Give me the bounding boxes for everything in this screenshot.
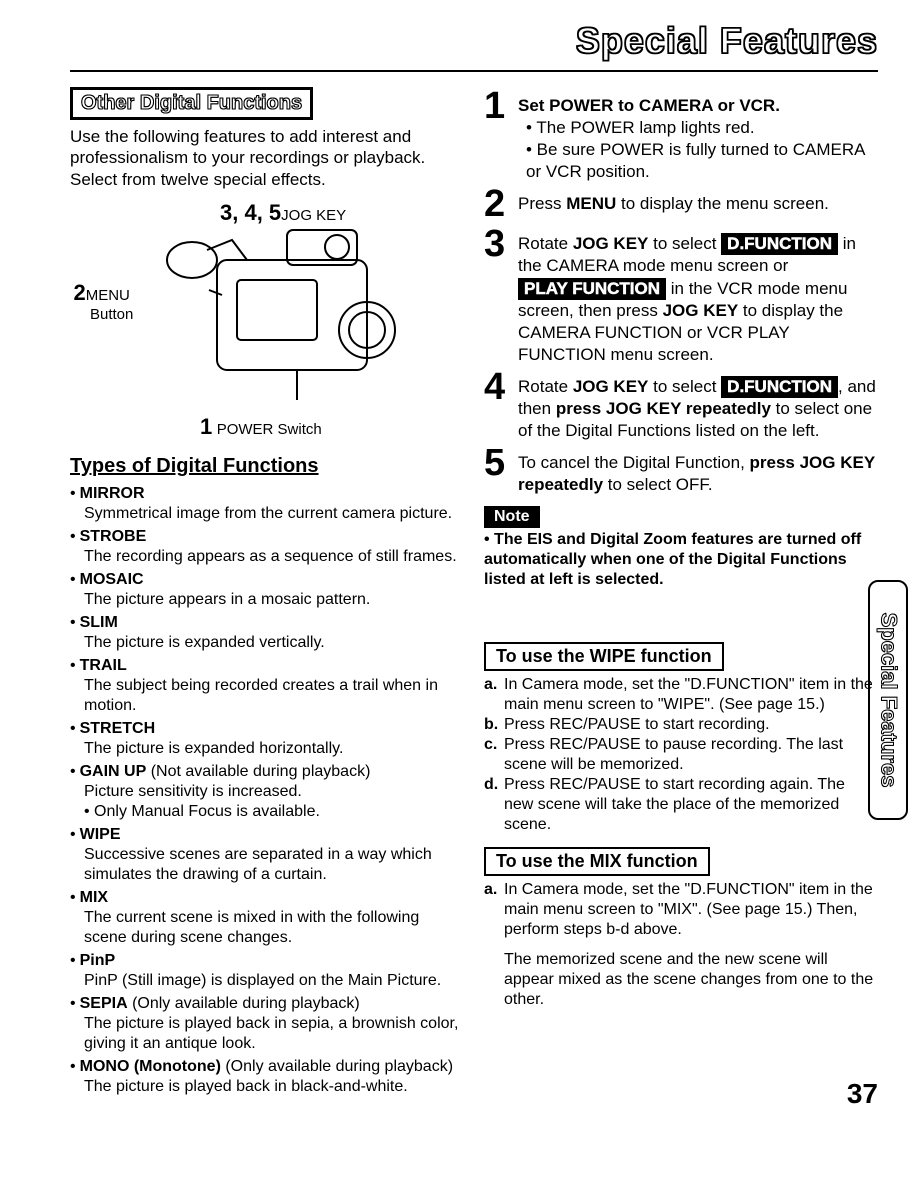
function-item: •GAIN UP (Not available during playback)… bbox=[70, 762, 464, 822]
step-1: 1 Set POWER to CAMERA or VCR. • The POWE… bbox=[484, 87, 878, 183]
mix-steps: a.In Camera mode, set the "D.FUNCTION" i… bbox=[484, 880, 878, 1010]
wipe-steps: a.In Camera mode, set the "D.FUNCTION" i… bbox=[484, 675, 878, 835]
function-item: •MIRRORSymmetrical image from the curren… bbox=[70, 484, 464, 524]
step-5: 5 To cancel the Digital Function, press … bbox=[484, 444, 878, 496]
diagram-top-label: 3, 4, 5JOG KEY bbox=[220, 200, 346, 226]
note-body: • The EIS and Digital Zoom features are … bbox=[484, 530, 878, 590]
right-column: 1 Set POWER to CAMERA or VCR. • The POWE… bbox=[484, 87, 878, 1100]
intro-text: Use the following features to add intere… bbox=[70, 126, 464, 190]
function-item: •STROBEThe recording appears as a sequen… bbox=[70, 527, 464, 567]
function-item: •MIXThe current scene is mixed in with t… bbox=[70, 888, 464, 948]
page-header: Special Features bbox=[70, 20, 878, 72]
side-tab: Special Features bbox=[868, 580, 908, 820]
function-item: •STRETCHThe picture is expanded horizont… bbox=[70, 719, 464, 759]
function-item: •MONO (Monotone) (Only available during … bbox=[70, 1057, 464, 1097]
section-box: Other Digital Functions bbox=[70, 87, 313, 120]
page-title: Special Features bbox=[576, 20, 878, 61]
wipe-box: To use the WIPE function bbox=[484, 642, 724, 671]
function-item: •MOSAICThe picture appears in a mosaic p… bbox=[70, 570, 464, 610]
function-item: •SLIMThe picture is expanded vertically. bbox=[70, 613, 464, 653]
function-item: •SEPIA (Only available during playback)T… bbox=[70, 994, 464, 1054]
camera-icon bbox=[137, 200, 397, 400]
step-3: 3 Rotate JOG KEY to select D.FUNCTION in… bbox=[484, 225, 878, 366]
step-list: 1 Set POWER to CAMERA or VCR. • The POWE… bbox=[484, 87, 878, 496]
function-list: •MIRRORSymmetrical image from the curren… bbox=[70, 484, 464, 1097]
function-item: •WIPESuccessive scenes are separated in … bbox=[70, 825, 464, 885]
diagram-left-label: 2MENU Button bbox=[70, 280, 133, 324]
section-title: Other Digital Functions bbox=[81, 92, 302, 114]
page-number: 37 bbox=[847, 1078, 878, 1110]
function-item: •PinPPinP (Still image) is displayed on … bbox=[70, 951, 464, 991]
left-column: Other Digital Functions Use the followin… bbox=[70, 87, 464, 1100]
content-columns: Other Digital Functions Use the followin… bbox=[70, 87, 878, 1100]
mix-box: To use the MIX function bbox=[484, 847, 710, 876]
function-item: •TRAILThe subject being recorded creates… bbox=[70, 656, 464, 716]
diagram-bottom-label: 1 POWER Switch bbox=[200, 414, 322, 440]
note-label: Note bbox=[484, 506, 540, 528]
camera-diagram: 3, 4, 5JOG KEY 2MENU Button bbox=[70, 200, 464, 440]
step-4: 4 Rotate JOG KEY to select D.FUNCTION, a… bbox=[484, 368, 878, 442]
step-2: 2 Press MENU to display the menu screen. bbox=[484, 185, 878, 223]
types-heading: Types of Digital Functions bbox=[70, 455, 464, 478]
